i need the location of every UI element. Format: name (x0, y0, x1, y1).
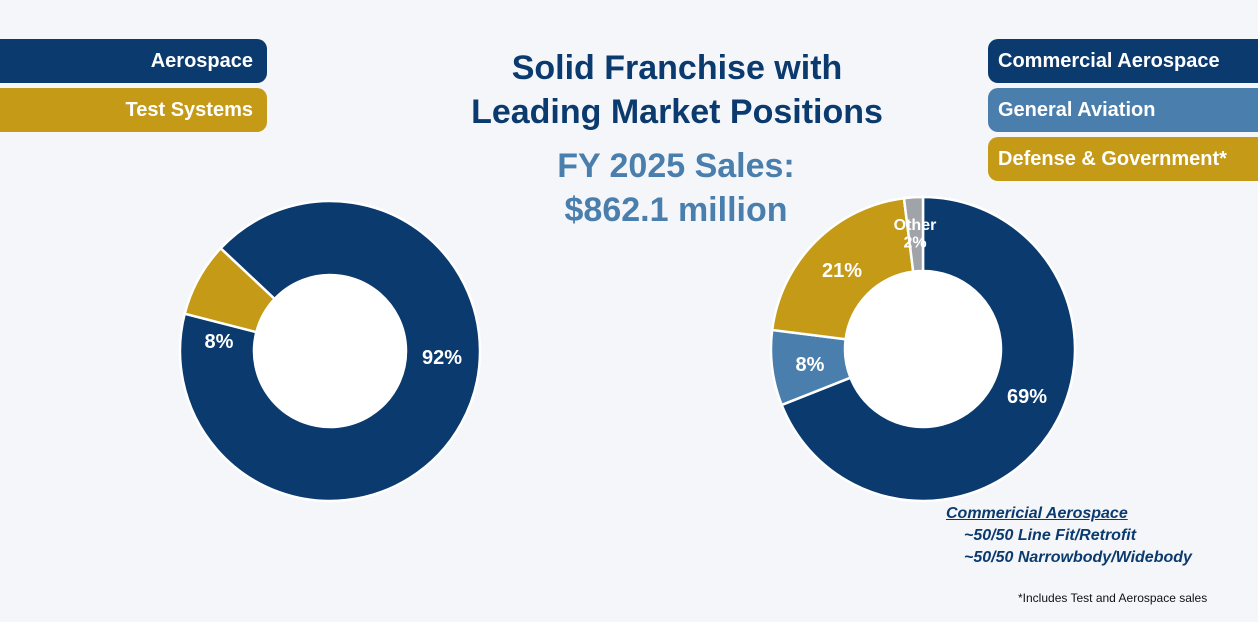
legend-general-aviation: General Aviation (988, 88, 1258, 132)
legend-label: Commercial Aerospace (998, 49, 1220, 72)
note-title: Commericial Aerospace (946, 505, 1128, 522)
title-line-1: Solid Franchise with (511, 49, 843, 87)
slice-defense-government (770, 196, 915, 341)
data-label: 21% (822, 260, 862, 282)
donut-hole (254, 275, 406, 427)
slice-other (902, 195, 925, 274)
slice-aerospace (178, 199, 482, 503)
slice-test-systems (183, 246, 277, 334)
sales-subtitle: FY 2025 Sales: $862.1 million (376, 144, 976, 232)
donut-hole (845, 271, 1001, 427)
legend-commercial-aerospace: Commercial Aerospace (988, 39, 1258, 83)
legend-label: Aerospace (150, 49, 253, 72)
subtitle-line-1: FY 2025 Sales: (557, 147, 795, 185)
data-label: 69% (1007, 386, 1047, 408)
legend-label: Defense & Government* (998, 147, 1227, 170)
title-line-2: Leading Market Positions (471, 93, 883, 131)
page-title: Solid Franchise with Leading Market Posi… (330, 46, 1024, 134)
slice-commercial-aerospace (780, 195, 1077, 503)
legend-defense-government: Defense & Government* (988, 137, 1258, 181)
data-label: 92% (422, 347, 462, 369)
legend-aerospace: Aerospace (0, 39, 267, 83)
legend-label: General Aviation (998, 98, 1156, 121)
data-label: 8% (205, 331, 234, 353)
note-line-1: ~50/50 Line Fit/Retrofit (964, 527, 1137, 544)
legend-test-systems: Test Systems (0, 88, 267, 132)
subtitle-line-2: $862.1 million (564, 191, 788, 229)
data-label: 8% (796, 354, 825, 376)
data-label: Other 2% (894, 217, 937, 252)
note-line-2: ~50/50 Narrowbody/Widebody (964, 549, 1192, 566)
footnote: *Includes Test and Aerospace sales (1018, 591, 1208, 605)
legend-label: Test Systems (125, 98, 253, 121)
